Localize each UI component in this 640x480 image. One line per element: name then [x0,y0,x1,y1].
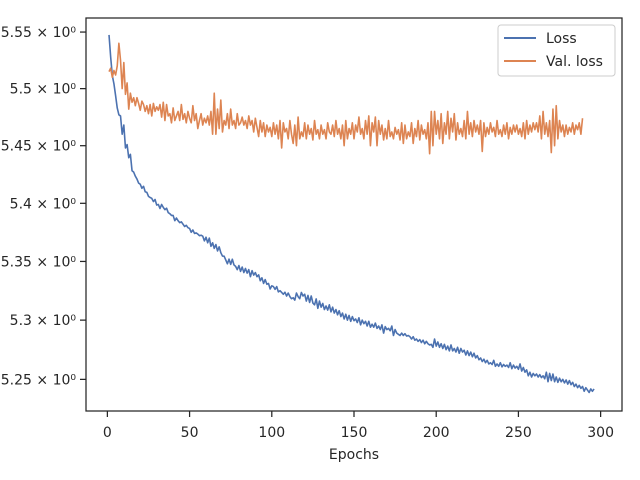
y-tick-label: 5.55 × 10⁰ [1,25,77,41]
x-tick-label: 150 [341,425,368,441]
legend-label-loss: Loss [546,31,577,47]
y-tick-label: 5.25 × 10⁰ [1,372,77,388]
plot-frame [85,17,623,412]
legend-label-val-loss: Val. loss [546,54,603,70]
x-tick-label: 200 [423,425,450,441]
x-tick-label: 250 [505,425,532,441]
series-line-loss [108,34,595,394]
y-tick-label: 5.5 × 10⁰ [10,82,77,98]
x-tick-label: 50 [181,425,199,441]
x-axis: 0 50 100 150 200 250 300 [103,411,614,441]
y-tick-label: 5.4 × 10⁰ [10,196,77,212]
plot-lines [108,34,595,394]
x-tick-label: 300 [587,425,614,441]
y-axis: 5.25 × 10⁰ 5.3 × 10⁰ 5.35 × 10⁰ 5.4 × 10⁰ 5.… [1,25,86,388]
y-tick-label: 5.45 × 10⁰ [1,139,77,155]
y-tick-label: 5.35 × 10⁰ [1,254,77,270]
x-tick-label: 0 [103,425,112,441]
x-tick-label: 100 [258,425,285,441]
y-tick-label: 5.3 × 10⁰ [10,313,77,329]
series-line-val-loss [108,42,584,155]
x-axis-label: Epochs [329,447,379,463]
legend: Loss Val. loss [497,24,616,77]
